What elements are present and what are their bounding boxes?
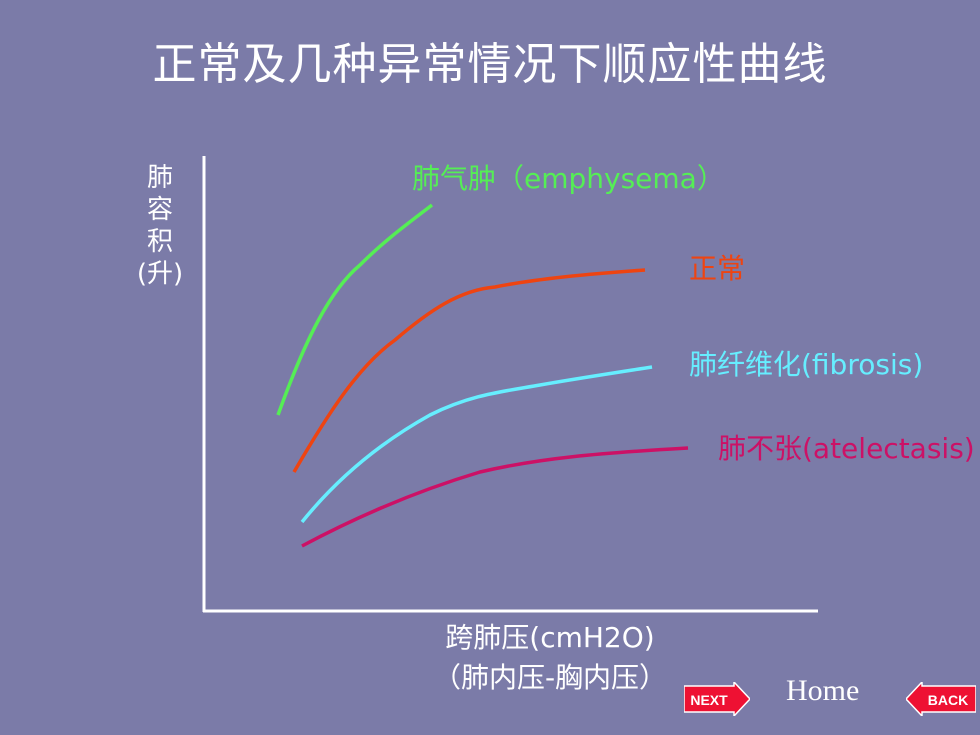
y-axis-unit: (升) bbox=[136, 259, 184, 289]
x-axis-label: 跨肺压(cmH2O) （肺内压-胸内压） bbox=[350, 618, 750, 698]
next-arrow-icon bbox=[684, 682, 750, 716]
label-atelectasis: 肺不张(atelectasis) bbox=[718, 432, 975, 465]
back-arrow-icon bbox=[906, 682, 976, 716]
back-label: BACK bbox=[928, 692, 968, 708]
label-emphysema: 肺气肿（emphysema） bbox=[412, 162, 725, 195]
next-button[interactable]: NEXT bbox=[684, 682, 750, 716]
label-fibrosis: 肺纤维化(fibrosis) bbox=[689, 348, 924, 381]
x-axis-line1: 跨肺压(cmH2O) bbox=[445, 621, 655, 654]
slide-title: 正常及几种异常情况下顺应性曲线 bbox=[152, 39, 828, 90]
curve-emphysema bbox=[276, 203, 434, 416]
y-axis-label: 肺容积 (升) bbox=[132, 162, 188, 290]
back-button[interactable]: BACK bbox=[906, 682, 976, 716]
curve-normal bbox=[292, 268, 646, 473]
curve-fibrosis bbox=[300, 365, 653, 524]
y-axis-chars: 肺容积 bbox=[146, 163, 173, 257]
curve-atelectasis bbox=[301, 446, 689, 548]
x-axis-line2: （肺内压-胸内压） bbox=[432, 661, 668, 694]
home-link[interactable]: Home bbox=[786, 674, 860, 707]
next-label: NEXT bbox=[690, 692, 728, 708]
label-normal: 正常 bbox=[689, 252, 746, 285]
